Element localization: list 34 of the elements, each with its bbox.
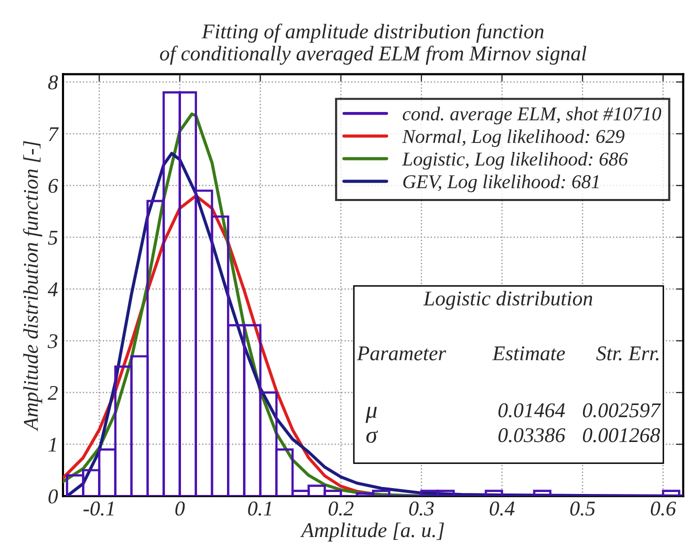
y-tick-label: 6 xyxy=(48,178,58,193)
legend-label: GEV, Log likelihood: 681 xyxy=(403,174,599,192)
x-tick-label: 0 xyxy=(175,502,185,516)
x-tick-label: 0.2 xyxy=(328,502,354,516)
annotation: μ xyxy=(366,406,377,423)
x-tick-label: 0.3 xyxy=(409,502,434,516)
y-tick-label: 3 xyxy=(48,334,58,348)
y-axis-title: Amplitude distribution function [-] xyxy=(23,141,42,432)
annotation: Parameter xyxy=(356,346,446,360)
x-tick-label: 0.1 xyxy=(248,502,272,516)
annotation: σ xyxy=(366,430,378,443)
y-tick-label: 8 xyxy=(48,75,58,90)
annotation: 0.03386 xyxy=(498,428,566,442)
x-axis-title: Amplitude [a. u.] xyxy=(300,522,444,542)
legend-label: Normal, Log likelihood: 629 xyxy=(402,129,624,148)
y-tick-label: 7 xyxy=(48,127,59,141)
x-tick-label: 0.6 xyxy=(650,502,676,516)
legend-label: cond. average ELM, shot #10710 xyxy=(402,106,662,124)
chart-title: Fitting of amplitude distribution function of conditionally averaged ELM from Mirnov signal xyxy=(160,24,586,65)
annotation: Str. Err. xyxy=(596,346,658,360)
y-tick-label: 1 xyxy=(48,438,56,452)
x-tick-label: 0.4 xyxy=(490,502,515,516)
legend-label: Logistic, Log likelihood: 686 xyxy=(402,152,628,170)
annotation: 0.002597 xyxy=(582,403,661,418)
annotation: 0.01464 xyxy=(498,403,565,418)
y-tick-label: 5 xyxy=(48,230,58,245)
x-tick-label: 0.5 xyxy=(570,502,595,516)
x-tick-label: -0.1 xyxy=(84,502,114,516)
y-tick-label: 0 xyxy=(48,489,58,504)
y-tick-label: 2 xyxy=(48,386,58,400)
y-tick-label: 4 xyxy=(48,282,58,296)
annotation: Logistic distribution xyxy=(423,290,592,310)
annotation: Estimate xyxy=(492,346,565,360)
annotation: 0.001268 xyxy=(582,428,660,442)
